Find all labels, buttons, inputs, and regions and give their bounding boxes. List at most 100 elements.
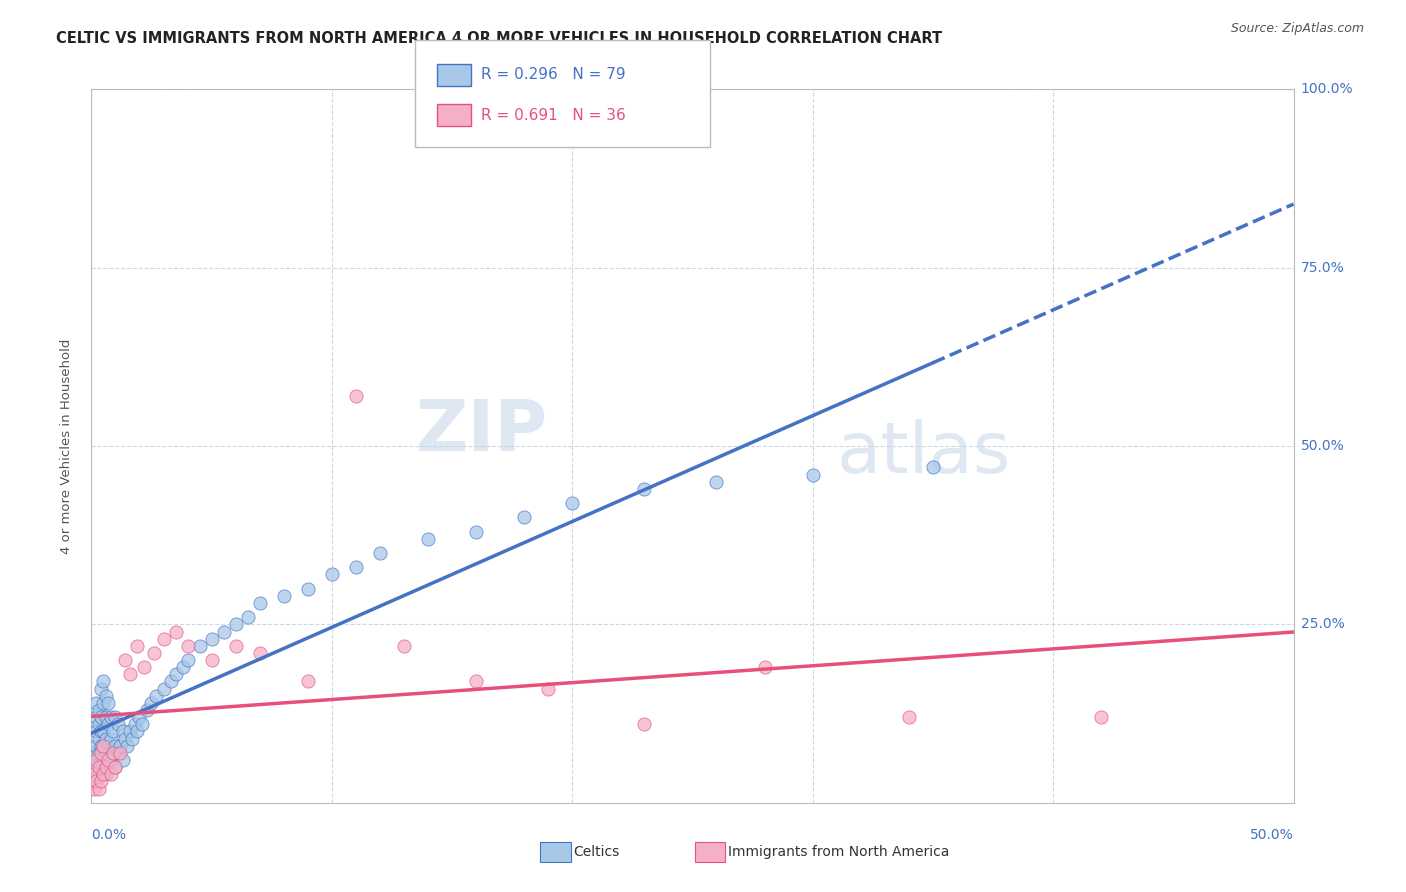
Point <box>87 781 110 796</box>
Text: CELTIC VS IMMIGRANTS FROM NORTH AMERICA 4 OR MORE VEHICLES IN HOUSEHOLD CORRELAT: CELTIC VS IMMIGRANTS FROM NORTH AMERICA … <box>56 31 942 46</box>
Point <box>145 689 167 703</box>
Point <box>165 667 187 681</box>
Point <box>84 710 107 724</box>
Point <box>513 510 536 524</box>
Text: 50.0%: 50.0% <box>1250 828 1294 842</box>
Text: R = 0.296   N = 79: R = 0.296 N = 79 <box>481 68 626 82</box>
Point <box>344 389 367 403</box>
Point <box>84 753 107 767</box>
Point <box>131 717 153 731</box>
Point <box>321 567 343 582</box>
Point <box>90 774 112 789</box>
Point <box>159 674 181 689</box>
Point <box>97 717 120 731</box>
Point <box>152 681 174 696</box>
Text: atlas: atlas <box>837 418 1011 488</box>
Point <box>90 746 112 760</box>
Point <box>236 610 259 624</box>
Point <box>90 760 112 774</box>
Point <box>83 760 105 774</box>
Point <box>111 724 134 739</box>
Point <box>104 710 127 724</box>
Point <box>118 667 141 681</box>
Text: 100.0%: 100.0% <box>1301 82 1353 96</box>
Point <box>110 739 132 753</box>
Point <box>84 739 107 753</box>
Text: 0.0%: 0.0% <box>91 828 127 842</box>
Point <box>87 731 110 746</box>
Text: Source: ZipAtlas.com: Source: ZipAtlas.com <box>1230 22 1364 36</box>
Point <box>124 717 146 731</box>
Point <box>176 639 198 653</box>
Point <box>93 739 115 753</box>
Point <box>633 717 655 731</box>
Point <box>101 746 124 760</box>
Point <box>90 739 112 753</box>
Text: Celtics: Celtics <box>574 845 620 859</box>
Point <box>633 482 655 496</box>
Point <box>94 767 117 781</box>
Point <box>201 632 224 646</box>
Point <box>297 674 319 689</box>
Point <box>100 731 122 746</box>
Point <box>97 739 120 753</box>
Text: Immigrants from North America: Immigrants from North America <box>728 845 949 859</box>
Point <box>104 760 127 774</box>
Point <box>225 617 247 632</box>
Point <box>212 624 235 639</box>
Point <box>754 660 776 674</box>
Point <box>93 724 115 739</box>
Point <box>93 767 115 781</box>
Point <box>128 710 150 724</box>
Point <box>94 689 117 703</box>
Point <box>561 496 583 510</box>
Point <box>83 774 105 789</box>
Point <box>465 524 488 539</box>
Text: 50.0%: 50.0% <box>1301 439 1344 453</box>
Text: ZIP: ZIP <box>416 397 548 467</box>
Point <box>537 681 560 696</box>
Point <box>84 724 107 739</box>
Point <box>273 589 295 603</box>
Point <box>465 674 488 689</box>
Point <box>107 717 129 731</box>
Point <box>114 653 136 667</box>
Point <box>142 646 165 660</box>
Point <box>188 639 211 653</box>
Point <box>118 724 141 739</box>
Point <box>249 596 271 610</box>
Point <box>84 774 107 789</box>
Point <box>135 703 157 717</box>
Point <box>249 646 271 660</box>
Point <box>104 760 127 774</box>
Point <box>344 560 367 574</box>
Point <box>83 767 105 781</box>
Text: R = 0.691   N = 36: R = 0.691 N = 36 <box>481 108 626 122</box>
Text: 75.0%: 75.0% <box>1301 260 1344 275</box>
Point <box>97 760 120 774</box>
Point <box>897 710 920 724</box>
Point <box>114 731 136 746</box>
Point <box>93 674 115 689</box>
Point <box>90 681 112 696</box>
Point <box>84 696 107 710</box>
Point <box>107 746 129 760</box>
Point <box>93 696 115 710</box>
Point <box>706 475 728 489</box>
Point <box>172 660 194 674</box>
Point <box>922 460 945 475</box>
Point <box>104 739 127 753</box>
Point <box>141 696 163 710</box>
Point <box>176 653 198 667</box>
Point <box>87 703 110 717</box>
Point <box>165 624 187 639</box>
Point <box>152 632 174 646</box>
Point <box>134 660 156 674</box>
Point <box>90 724 112 739</box>
Text: 25.0%: 25.0% <box>1301 617 1344 632</box>
Point <box>93 753 115 767</box>
Point <box>94 746 117 760</box>
Point <box>87 717 110 731</box>
Point <box>94 760 117 774</box>
Point <box>93 739 115 753</box>
